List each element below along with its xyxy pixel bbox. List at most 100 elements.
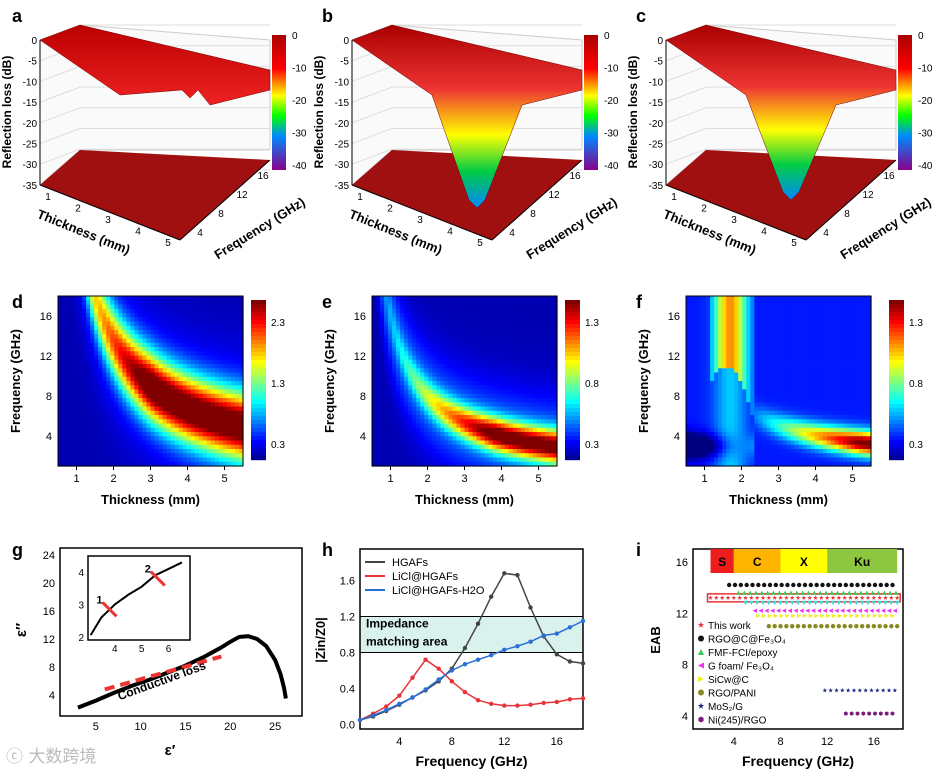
heatmap-cell: [762, 364, 768, 369]
heatmap-cell: [448, 410, 454, 416]
heatmap-cell: [98, 406, 103, 412]
heatmap-cell: [424, 389, 429, 395]
heatmap-cell: [118, 406, 123, 412]
heatmap-cell: [548, 355, 554, 361]
heatmap-cell: [218, 368, 224, 374]
heatmap-cell: [448, 355, 454, 361]
heatmap-cell: [440, 415, 445, 420]
heatmap-cell: [702, 359, 707, 365]
heatmap-cell: [94, 338, 99, 344]
heatmap-cell: [202, 317, 208, 323]
heatmap-cell: [126, 304, 131, 310]
heatmap-cell: [166, 461, 172, 467]
heatmap-cell: [766, 457, 772, 463]
heatmap-cell: [738, 461, 743, 467]
heatmap-cell: [58, 338, 63, 344]
heatmap-cell: [396, 330, 401, 335]
heatmap-cell: [468, 436, 474, 442]
heatmap-cell: [134, 338, 140, 344]
heatmap-cell: [782, 461, 788, 467]
heatmap-cell: [218, 436, 224, 442]
heatmap-cell: [548, 423, 554, 429]
heatmap-cell: [468, 321, 474, 327]
heatmap-cell: [718, 347, 723, 352]
heatmap-cell: [536, 304, 542, 310]
heatmap-cell: [512, 410, 518, 416]
heatmap-cell: [452, 342, 458, 348]
heatmap-cell: [206, 317, 212, 323]
heatmap-cell: [770, 436, 776, 442]
heatmap-cell: [428, 453, 433, 459]
heatmap-cell: [540, 457, 546, 463]
heatmap-cell: [150, 436, 156, 442]
heatmap-cell: [62, 381, 67, 386]
heatmap-cell: [392, 415, 397, 420]
heatmap-cell: [738, 436, 743, 442]
heatmap-cell: [472, 372, 478, 378]
heatmap-cell: [372, 317, 377, 323]
heatmap-cell: [762, 368, 768, 374]
heatmap-cell: [512, 449, 518, 454]
heatmap-cell: [150, 338, 156, 344]
heatmap-cell: [444, 419, 450, 425]
heatmap-cell: [408, 381, 413, 386]
heatmap-cell: [710, 461, 715, 467]
heatmap-cell: [484, 393, 490, 399]
heatmap-cell: [416, 410, 421, 416]
heatmap-cell: [472, 321, 478, 327]
heatmap-cell: [142, 415, 148, 420]
heatmap-cell: [226, 364, 232, 369]
heatmap-cell: [484, 317, 490, 323]
heatmap-cell: [222, 364, 228, 369]
heatmap-cell: [194, 359, 200, 365]
heatmap-cell: [214, 321, 220, 327]
heatmap-cell: [94, 317, 99, 323]
heatmap-cell: [134, 381, 140, 386]
heatmap-cell: [512, 440, 518, 446]
heatmap-cell: [376, 389, 381, 395]
heatmap-cell: [734, 398, 739, 403]
heatmap-cell: [190, 453, 196, 459]
heatmap-cell: [754, 427, 759, 433]
heatmap-cell: [440, 347, 445, 352]
heatmap-cell: [480, 372, 486, 378]
heatmap-cell: [210, 432, 216, 437]
heatmap-cell: [412, 415, 417, 420]
heatmap-cell: [412, 368, 417, 374]
heatmap-cell: [536, 406, 542, 412]
heatmap-cell: [62, 444, 67, 450]
heatmap-cell: [118, 398, 123, 403]
heatmap-cell: [388, 364, 393, 369]
heatmap-cell: [234, 330, 240, 335]
heatmap-cell: [750, 419, 755, 425]
heatmap-cell: [110, 308, 115, 314]
heatmap-cell: [396, 347, 401, 352]
heatmap-cell: [372, 351, 377, 357]
heatmap-cell: [464, 436, 470, 442]
y-tick-label: 16: [354, 311, 366, 323]
heatmap-cell: [98, 313, 103, 318]
heatmap-cell: [456, 381, 462, 386]
heatmap-cell: [234, 393, 240, 399]
heatmap-cell: [714, 321, 719, 327]
heatmap-cell: [138, 402, 144, 408]
heatmap-cell: [70, 364, 75, 369]
heatmap-cell: [226, 444, 232, 450]
heatmap-cell: [686, 410, 691, 416]
heatmap-cell: [464, 308, 470, 314]
heatmap-cell: [376, 313, 381, 318]
heatmap-cell: [384, 376, 389, 382]
heatmap-cell: [86, 334, 91, 340]
heatmap-cell: [416, 376, 421, 382]
heatmap-cell: [182, 406, 188, 412]
heatmap-cell: [548, 398, 554, 403]
heatmap-cell: [102, 321, 107, 327]
heatmap-cell: [420, 342, 425, 348]
heatmap-cell: [408, 389, 413, 395]
heatmap-cell: [222, 338, 228, 344]
heatmap-cell: [58, 304, 63, 310]
heatmap-cell: [484, 313, 490, 318]
heatmap-cell: [190, 330, 196, 335]
heatmap-cell: [444, 342, 450, 348]
z-axis-title: Reflection loss (dB): [312, 56, 326, 169]
